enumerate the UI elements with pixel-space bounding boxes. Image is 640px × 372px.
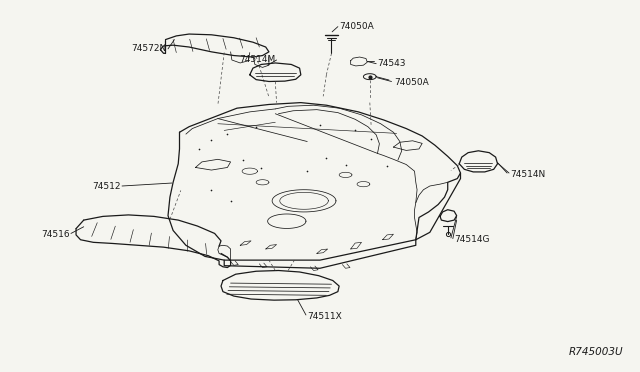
Text: 74514N: 74514N: [510, 170, 545, 179]
Text: 74514G: 74514G: [454, 235, 490, 244]
Text: 74514M: 74514M: [239, 55, 275, 64]
Text: 74572N: 74572N: [131, 44, 167, 53]
Text: 74511X: 74511X: [307, 312, 342, 321]
Text: R745003U: R745003U: [569, 347, 623, 357]
Text: 74050A: 74050A: [394, 78, 429, 87]
Text: 74516: 74516: [41, 230, 70, 239]
Text: 74050A: 74050A: [339, 22, 374, 31]
Text: 74512: 74512: [92, 182, 121, 190]
Text: 74543: 74543: [378, 59, 406, 68]
